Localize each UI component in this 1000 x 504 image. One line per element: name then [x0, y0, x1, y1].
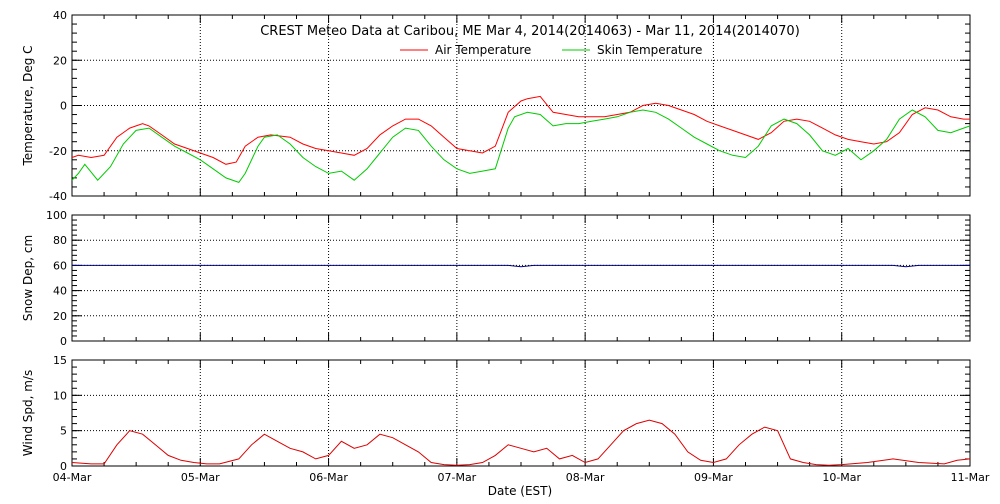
panel-2-ytick-label: 5: [60, 425, 67, 438]
panel-0-series-0-line: [71, 95, 970, 165]
x-axis-label: Date (EST): [488, 484, 552, 498]
panel-0-series-1-line: [71, 109, 971, 183]
panel-2-series-0-line: [71, 419, 971, 466]
x-tick-label: 05-Mar: [181, 471, 220, 484]
panel-1-frame: [71, 214, 971, 342]
panel-1-ytick-label: 20: [53, 310, 67, 323]
panel-2-ytick-label: 0: [60, 460, 67, 473]
x-tick-label: 10-Mar: [822, 471, 861, 484]
panel-0-ytick-label: 40: [53, 9, 67, 22]
panel-1-ylabel: Snow Dep, cm: [21, 235, 35, 321]
panel-1-ytick-label: 80: [53, 234, 67, 247]
x-tick-label: 11-Mar: [951, 471, 990, 484]
panel-0-ytick-label: 0: [60, 100, 67, 113]
panel-2-ytick-label: 15: [53, 354, 67, 367]
x-tick-label: 07-Mar: [437, 471, 476, 484]
panel-1-series-0-line: [72, 264, 970, 268]
x-tick-label: 09-Mar: [694, 471, 733, 484]
panel-1-ytick-label: 40: [53, 285, 67, 298]
panel-2-ylabel: Wind Spd, m/s: [21, 370, 35, 456]
panel-1-ytick-label: 100: [46, 209, 67, 222]
x-tick-label: 04-Mar: [53, 471, 92, 484]
x-tick-label: 06-Mar: [309, 471, 348, 484]
panel-2-ytick-label: 10: [53, 389, 67, 402]
panel-1-ytick-label: 60: [53, 259, 67, 272]
chart-title: CREST Meteo Data at Caribou, ME Mar 4, 2…: [260, 24, 800, 39]
panel-0-ytick-label: -20: [49, 145, 67, 158]
panel-1-ytick-label: 0: [60, 335, 67, 348]
legend-label-1: Skin Temperature: [597, 43, 702, 57]
panel-2-frame: [71, 359, 971, 467]
panel-0-ytick-label: 20: [53, 54, 67, 67]
panel-0-ylabel: Temperature, Deg C: [21, 45, 35, 166]
x-tick-label: 08-Mar: [566, 471, 605, 484]
panel-0-ytick-label: -40: [49, 190, 67, 203]
legend-label-0: Air Temperature: [435, 43, 531, 57]
